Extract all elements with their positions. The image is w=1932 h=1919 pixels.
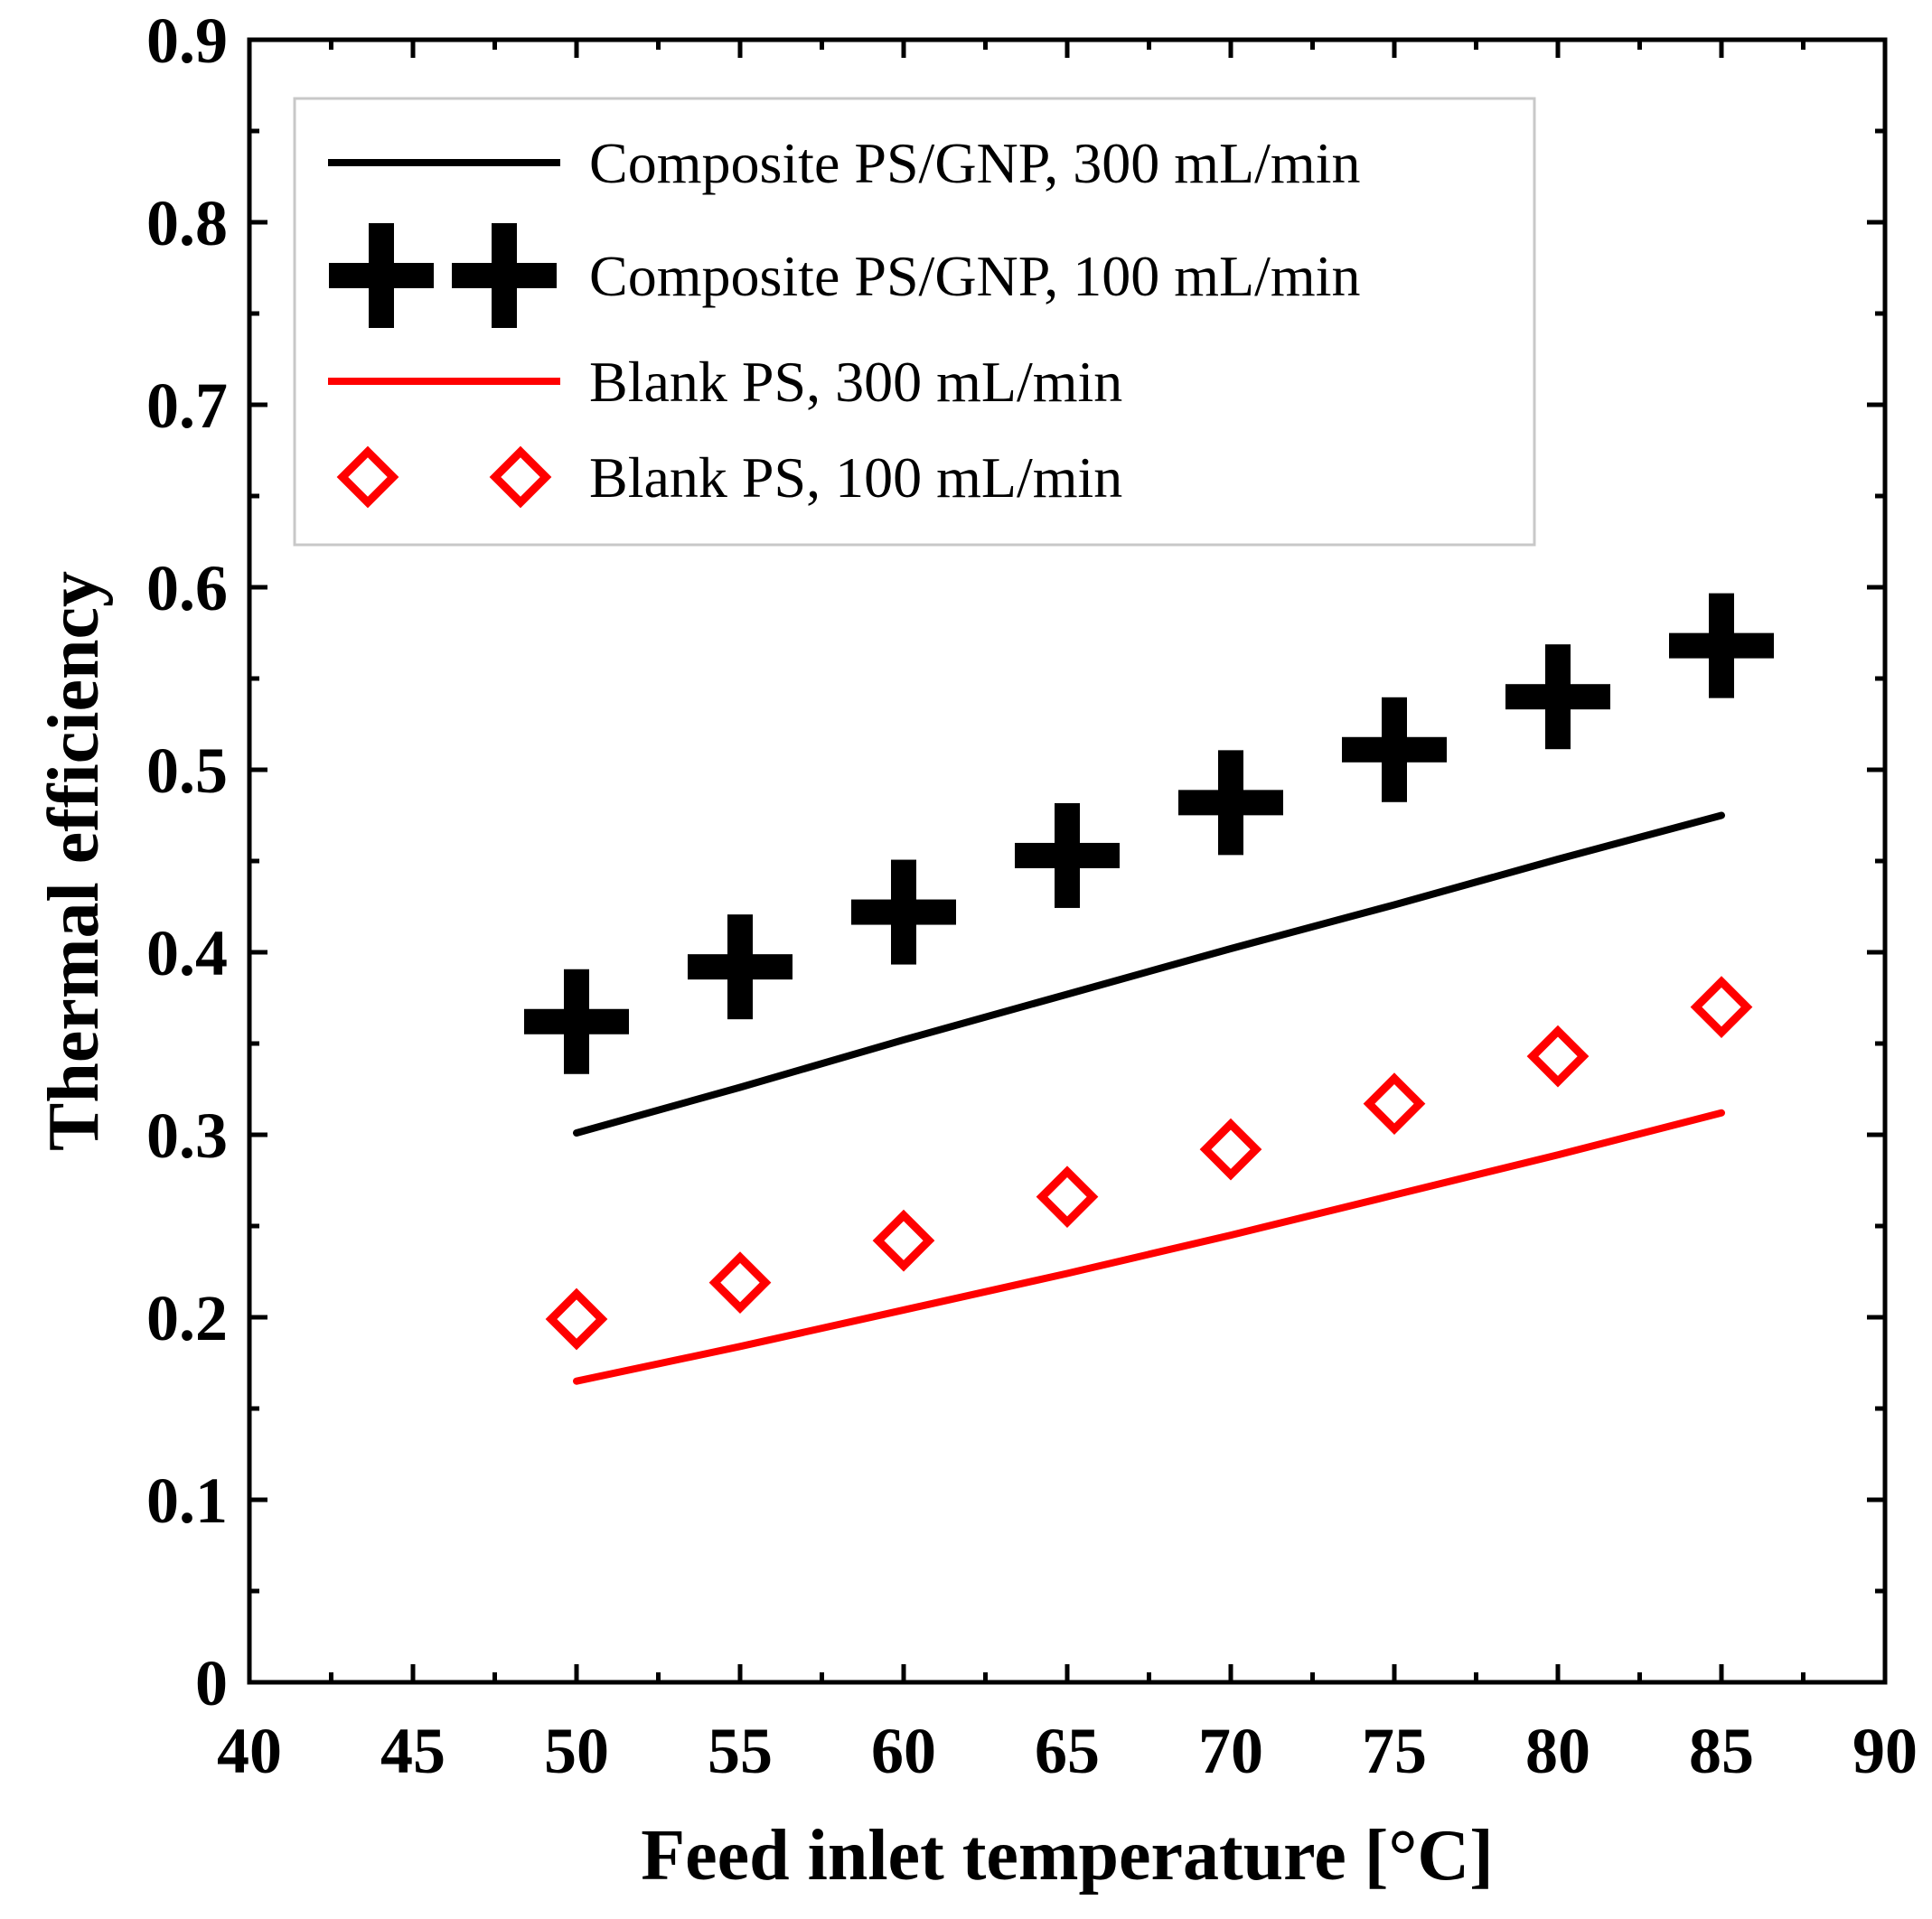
x-tick-label: 80 xyxy=(1525,1715,1590,1787)
diamond-marker-point xyxy=(1199,1118,1262,1181)
legend-plus-sample xyxy=(329,223,434,328)
legend-diamond-sample xyxy=(336,445,399,509)
plus-marker-point xyxy=(524,969,629,1074)
y-tick-label: 0.6 xyxy=(146,552,228,624)
x-tick-label: 90 xyxy=(1852,1715,1918,1787)
plus-marker-point xyxy=(1669,593,1774,698)
diamond-marker-point xyxy=(1690,976,1753,1038)
x-axis-title: Feed inlet temperature [°C] xyxy=(641,1816,1494,1896)
plus-marker-point xyxy=(688,914,792,1020)
legend-label: Composite PS/GNP, 300 mL/min xyxy=(589,131,1360,195)
y-tick-label: 0.4 xyxy=(146,917,228,989)
y-tick-label: 0.1 xyxy=(146,1465,228,1537)
x-tick-label: 50 xyxy=(544,1715,609,1787)
legend-label: Blank PS, 100 mL/min xyxy=(589,445,1122,510)
diamond-marker-point xyxy=(1036,1165,1099,1229)
x-tick-label: 45 xyxy=(380,1715,445,1787)
x-tick-label: 85 xyxy=(1689,1715,1754,1787)
plus-marker-point xyxy=(1342,697,1447,802)
x-tick-label: 65 xyxy=(1035,1715,1100,1787)
legend-plus-sample xyxy=(452,223,557,328)
y-tick-label: 0.5 xyxy=(146,735,228,807)
x-tick-label: 55 xyxy=(708,1715,773,1787)
diamond-marker-point xyxy=(872,1209,935,1272)
y-tick-label: 0.2 xyxy=(146,1282,228,1354)
x-tick-label: 70 xyxy=(1198,1715,1263,1787)
diamond-marker-point xyxy=(1363,1072,1426,1136)
y-tick-label: 0.7 xyxy=(146,370,228,442)
legend-diamond-sample xyxy=(489,445,552,509)
x-tick-label: 40 xyxy=(217,1715,282,1787)
legend-label: Composite PS/GNP, 100 mL/min xyxy=(589,244,1360,308)
plus-marker-point xyxy=(1505,644,1610,750)
y-tick-label: 0.8 xyxy=(146,187,228,259)
plus-marker-point xyxy=(851,859,956,965)
series-line-2 xyxy=(573,1109,1725,1385)
series-line-0 xyxy=(573,811,1725,1137)
diamond-marker-point xyxy=(545,1287,608,1351)
legend-label: Blank PS, 300 mL/min xyxy=(589,350,1122,414)
diamond-marker-point xyxy=(708,1251,772,1314)
plus-marker-point xyxy=(1178,750,1283,856)
y-tick-label: 0.9 xyxy=(146,5,228,77)
y-tick-label: 0.3 xyxy=(146,1100,228,1172)
plus-marker-point xyxy=(1015,802,1120,908)
y-tick-label: 0 xyxy=(195,1647,228,1719)
x-tick-label: 75 xyxy=(1362,1715,1427,1787)
diamond-marker-point xyxy=(1526,1025,1590,1088)
y-axis-title: Thermal efficiency xyxy=(34,571,114,1151)
x-tick-label: 60 xyxy=(871,1715,936,1787)
